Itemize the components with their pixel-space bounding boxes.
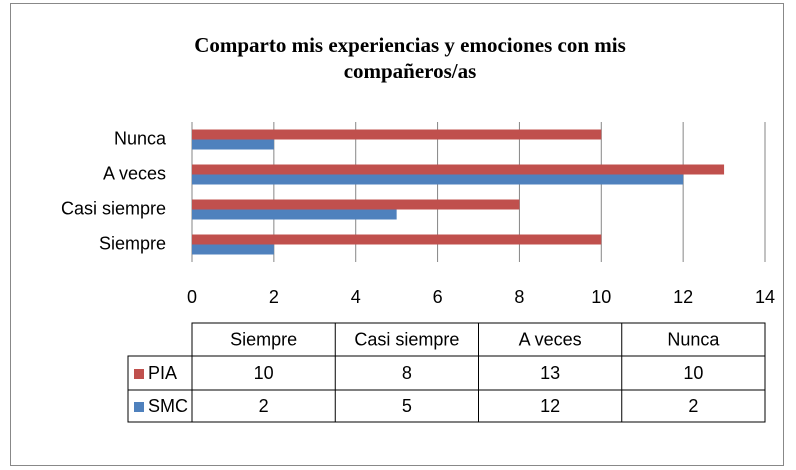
table-header: A veces — [519, 329, 582, 349]
table-value: 12 — [540, 396, 560, 416]
chart-title: Comparto mis experiencias y emociones co… — [194, 33, 626, 83]
table-value: 5 — [402, 396, 412, 416]
y-tick-label: Siempre — [99, 233, 166, 253]
x-tick-label: 2 — [269, 287, 279, 307]
x-tick-label: 12 — [673, 287, 693, 307]
x-tick-label: 8 — [514, 287, 524, 307]
table-header: Siempre — [230, 329, 297, 349]
table-body-border — [127, 355, 766, 423]
table-value: 2 — [259, 396, 269, 416]
x-tick-label: 14 — [755, 287, 775, 307]
table-header: Nunca — [667, 329, 720, 349]
table-value: 2 — [688, 396, 698, 416]
x-tick-label: 4 — [351, 287, 361, 307]
bar — [192, 139, 274, 150]
x-tick-label: 0 — [187, 287, 197, 307]
bar — [192, 129, 602, 140]
bar — [192, 234, 602, 245]
y-tick-label: Casi siempre — [61, 198, 166, 218]
y-tick-label: A veces — [103, 163, 166, 183]
bar — [192, 174, 684, 185]
legend-swatch — [134, 402, 144, 412]
table-header: Casi siempre — [354, 329, 459, 349]
chart-border — [10, 3, 784, 466]
legend-label: PIA — [148, 363, 177, 383]
y-tick-label: Nunca — [114, 128, 167, 148]
bar — [192, 164, 725, 175]
bar — [192, 209, 397, 220]
table-value: 8 — [402, 363, 412, 383]
bar — [192, 199, 520, 210]
x-tick-label: 6 — [433, 287, 443, 307]
table-value: 10 — [683, 363, 703, 383]
table-value: 13 — [540, 363, 560, 383]
x-tick-label: 10 — [591, 287, 611, 307]
table-value: 10 — [254, 363, 274, 383]
legend-label: SMC — [148, 396, 188, 416]
legend-swatch — [134, 369, 144, 379]
bar — [192, 244, 274, 255]
